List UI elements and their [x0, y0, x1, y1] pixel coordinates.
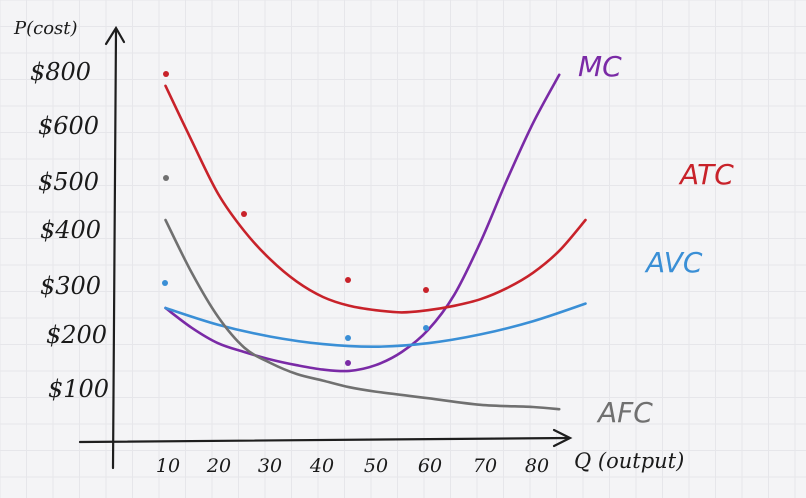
point-marker [345, 335, 351, 341]
series-label-avc: AVC [644, 246, 703, 279]
x-tick-label: 50 [364, 455, 388, 477]
y-tick-label: $600 [38, 112, 99, 140]
x-axis [78, 436, 570, 444]
point-marker [423, 287, 429, 293]
series-label-mc: MC [578, 50, 622, 83]
x-tick-label: 20 [206, 455, 231, 477]
y-axis-label: P(cost) [13, 18, 78, 39]
x-axis-arrow [552, 428, 573, 448]
series-label-layer: MC ATC AVC AFC [578, 50, 734, 429]
x-tick-label: 70 [473, 455, 497, 477]
x-tick-labels: 10 20 30 40 50 60 70 80 [156, 455, 549, 477]
series-layer [162, 71, 587, 411]
point-marker [163, 71, 169, 77]
x-tick-label: 40 [309, 455, 334, 477]
x-tick-label: 30 [258, 455, 282, 477]
y-tick-label: $200 [46, 321, 107, 349]
y-tick-label: $100 [48, 375, 109, 403]
y-axis-arrow [104, 25, 126, 46]
series-line-atc [164, 84, 587, 314]
point-marker [345, 277, 351, 283]
point-marker [163, 175, 169, 181]
series-line-avc [164, 302, 587, 349]
y-tick-label: $400 [40, 216, 101, 244]
point-marker [241, 211, 247, 217]
y-tick-label: $300 [40, 272, 101, 300]
x-tick-label: 60 [418, 455, 442, 477]
y-tick-labels: $100 $200 $300 $400 $500 $600 $800 [30, 58, 109, 403]
point-marker [162, 280, 168, 286]
series-label-afc: AFC [596, 396, 653, 429]
x-tick-label: 10 [156, 455, 180, 477]
point-marker [423, 325, 429, 331]
series-line-mc [164, 73, 561, 373]
y-tick-label: $800 [30, 58, 91, 86]
series-line-afc [164, 218, 561, 411]
y-tick-label: $500 [38, 168, 99, 196]
series-label-atc: ATC [678, 158, 734, 191]
x-axis-label: Q (output) [574, 449, 684, 473]
point-marker [345, 360, 351, 366]
y-axis [111, 28, 118, 470]
x-tick-label: 80 [525, 455, 549, 477]
